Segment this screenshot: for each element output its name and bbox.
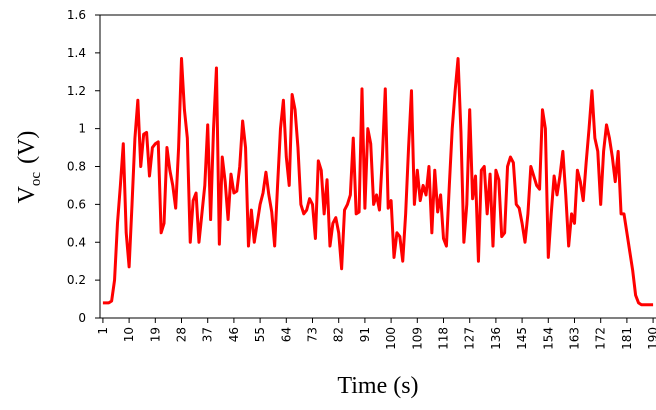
x-tick-label: 28 bbox=[175, 327, 189, 342]
x-tick-label: 127 bbox=[463, 327, 477, 350]
y-tick-label: 0 bbox=[78, 311, 86, 325]
x-tick-label: 37 bbox=[201, 327, 215, 342]
x-tick-label: 109 bbox=[410, 327, 424, 350]
x-axis-label: Time (s) bbox=[337, 373, 418, 399]
x-tick-label: 82 bbox=[332, 327, 346, 342]
x-tick-label: 46 bbox=[227, 327, 241, 342]
x-tick-label: 73 bbox=[306, 327, 320, 342]
y-label-main: V bbox=[14, 185, 40, 203]
y-tick-label: 1.6 bbox=[67, 8, 86, 22]
x-tick-label: 55 bbox=[253, 327, 267, 342]
x-tick-label: 190 bbox=[646, 327, 656, 350]
plot-frame bbox=[99, 14, 656, 319]
y-axis-label: Voc (V) bbox=[14, 131, 44, 204]
x-tick-label: 145 bbox=[515, 327, 529, 350]
y-tick-label: 1 bbox=[78, 122, 86, 136]
x-tick-label: 10 bbox=[122, 327, 136, 342]
x-tick-label: 136 bbox=[489, 327, 503, 350]
x-tick-label: 64 bbox=[279, 327, 293, 342]
x-tick-label: 91 bbox=[358, 327, 372, 342]
y-tick-label: 0.6 bbox=[67, 197, 86, 211]
x-tick-label: 118 bbox=[436, 327, 450, 350]
y-tick-label: 0.4 bbox=[67, 235, 86, 249]
y-tick-label: 0.8 bbox=[67, 160, 86, 174]
y-label-unit: (V) bbox=[14, 131, 40, 164]
x-tick-label: 1 bbox=[96, 327, 110, 335]
x-tick-label: 163 bbox=[567, 327, 581, 350]
x-tick-label: 172 bbox=[594, 327, 608, 350]
y-label-sub: oc bbox=[28, 172, 44, 187]
line bbox=[102, 57, 654, 307]
y-tick-label: 1.2 bbox=[67, 84, 86, 98]
y-tick-label: 0.2 bbox=[67, 273, 86, 287]
x-tick-label: 19 bbox=[148, 327, 162, 342]
x-tick-label: 100 bbox=[384, 327, 398, 350]
x-tick-label: 181 bbox=[620, 327, 634, 350]
x-tick-label: 154 bbox=[541, 327, 555, 350]
y-tick-label: 1.4 bbox=[67, 46, 86, 60]
